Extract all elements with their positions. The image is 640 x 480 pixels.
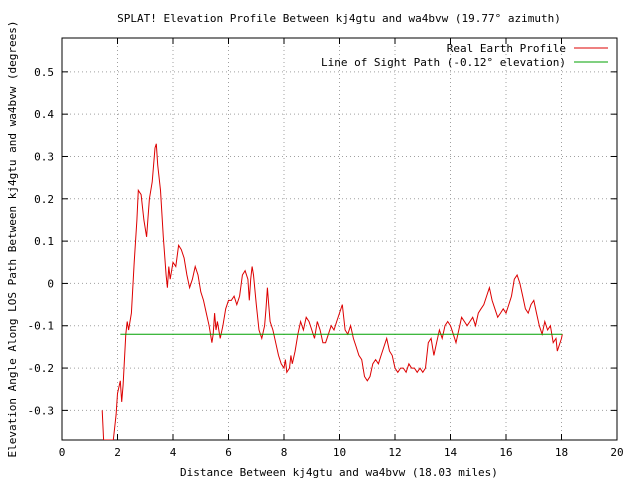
y-tick-label: 0.5 xyxy=(34,66,54,79)
y-tick-label: -0.3 xyxy=(28,404,55,417)
y-tick-label: 0.4 xyxy=(34,108,54,121)
y-tick-label: 0.2 xyxy=(34,193,54,206)
y-axis: 0.5 0.4 0.3 0.2 0.1 0 -0.1 -0.2 -0.3 xyxy=(28,66,617,417)
x-tick-label: 8 xyxy=(281,446,288,459)
y-axis-label: Elevation Angle Along LOS Path Between k… xyxy=(6,20,19,457)
x-tick-label: 10 xyxy=(333,446,346,459)
x-axis-label: Distance Between kj4gtu and wa4bvw (18.0… xyxy=(180,466,498,479)
x-tick-label: 16 xyxy=(499,446,512,459)
y-tick-label: 0.3 xyxy=(34,150,54,163)
y-tick-label: 0 xyxy=(47,277,54,290)
y-tick-label: -0.2 xyxy=(28,362,55,375)
x-tick-label: 14 xyxy=(444,446,458,459)
x-tick-label: 18 xyxy=(555,446,568,459)
x-tick-label: 20 xyxy=(610,446,623,459)
y-tick-label: -0.1 xyxy=(28,320,55,333)
grid-lines xyxy=(62,38,617,440)
legend-label: Real Earth Profile xyxy=(447,42,566,55)
x-tick-label: 0 xyxy=(59,446,66,459)
x-tick-label: 4 xyxy=(170,446,177,459)
series-line-real-earth-profile xyxy=(101,143,563,440)
x-axis: 0 2 4 6 8 10 12 14 16 18 20 xyxy=(59,38,624,459)
series-layer xyxy=(101,143,563,440)
x-tick-label: 12 xyxy=(388,446,401,459)
legend-label: Line of Sight Path (-0.12° elevation) xyxy=(321,56,566,69)
x-tick-label: 6 xyxy=(225,446,232,459)
x-tick-label: 2 xyxy=(114,446,121,459)
chart-title: SPLAT! Elevation Profile Between kj4gtu … xyxy=(117,12,561,25)
y-tick-label: 0.1 xyxy=(34,235,54,248)
